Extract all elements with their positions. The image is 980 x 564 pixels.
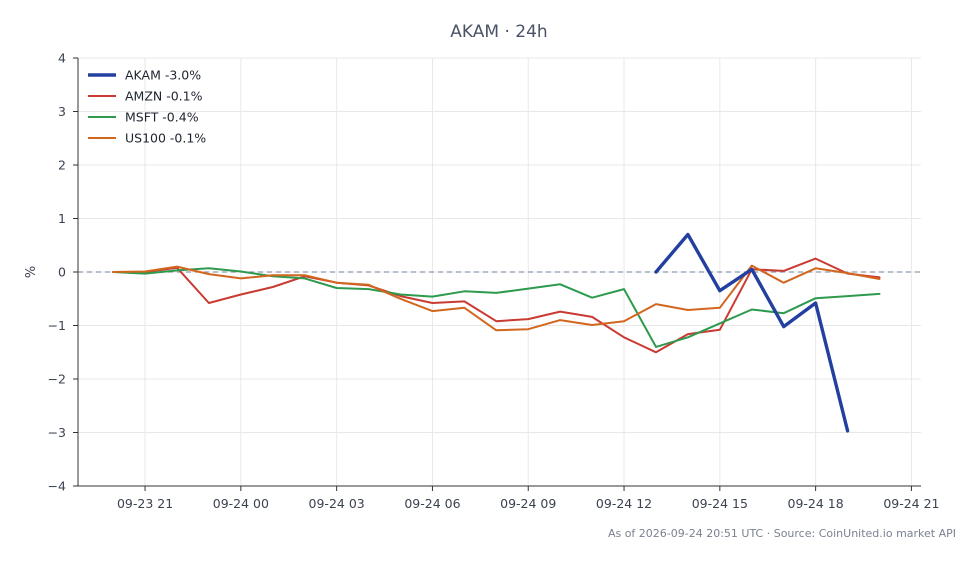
- x-tick-label: 09-23 21: [117, 496, 173, 511]
- y-tick-label: −2: [48, 372, 66, 387]
- series-lines: [112, 232, 881, 433]
- series-line-akam: [654, 232, 850, 433]
- series-line-us100: [112, 264, 881, 332]
- x-tick-label: 09-24 06: [404, 496, 460, 511]
- x-tick-label: 09-24 18: [788, 496, 844, 511]
- legend-label: US100 -0.1%: [125, 131, 206, 146]
- y-tick-label: 3: [58, 104, 66, 119]
- x-tick-label: 09-24 03: [309, 496, 365, 511]
- chart-title: AKAM · 24h: [450, 22, 547, 42]
- y-tick-label: 0: [58, 265, 66, 280]
- y-tick-label: 4: [58, 51, 66, 66]
- x-tick-label: 09-24 21: [883, 496, 939, 511]
- y-tick-label: 1: [58, 211, 66, 226]
- y-tick-label: −3: [48, 425, 66, 440]
- x-tick-label: 09-24 00: [213, 496, 269, 511]
- x-tick-label: 09-24 12: [596, 496, 652, 511]
- y-tick-label: −4: [48, 479, 66, 494]
- legend-label: AMZN -0.1%: [125, 89, 203, 104]
- x-tick-label: 09-24 09: [500, 496, 556, 511]
- legend: AKAM -3.0% AMZN -0.1% MSFT -0.4% US100 -0.1…: [88, 68, 206, 146]
- y-axis-label: %: [24, 266, 39, 278]
- footer-source: As of 2026-09-24 20:51 UTC · Source: Coi…: [608, 527, 956, 540]
- y-tick-label: −1: [48, 318, 66, 333]
- y-tick-label: 2: [58, 158, 66, 173]
- legend-label: AKAM -3.0%: [125, 68, 201, 83]
- series-line-msft: [112, 267, 881, 348]
- x-tick-label: 09-24 15: [692, 496, 748, 511]
- legend-label: MSFT -0.4%: [125, 110, 199, 125]
- axes: −4 −3 −2 −1 0 1 2 3 4 09-23 21 09-24 00 09-24 03 09-…: [48, 51, 940, 512]
